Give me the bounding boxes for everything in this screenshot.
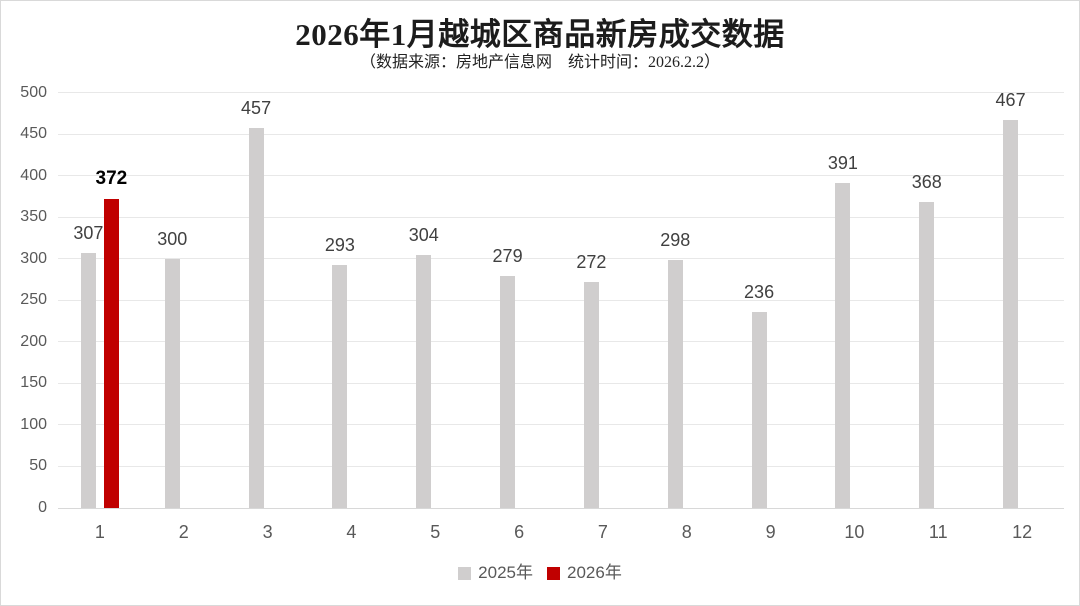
gridline-50: [58, 465, 1064, 467]
bar-value-label-2025-month-12: 467: [995, 89, 1026, 110]
legend: 2025年 2026年: [1, 563, 1079, 583]
y-tick-label-0: 0: [38, 499, 47, 516]
bar-value-label-2025-month-11: 368: [911, 172, 942, 193]
bar-value-label-2025-month-7: 272: [576, 251, 607, 272]
bar-value-label-2025-month-9: 236: [744, 281, 775, 302]
y-tick-label-500: 500: [20, 83, 47, 101]
bar-value-label-2025-month-6: 279: [492, 246, 523, 267]
y-tick-label-300: 300: [20, 249, 47, 267]
bar-2025-month-9: [751, 311, 767, 508]
bar-2025-month-1: [80, 252, 96, 508]
bar-2026-month-1: [103, 198, 119, 508]
x-tick-label-7: 7: [597, 522, 608, 542]
y-tick-label-150: 150: [20, 374, 47, 392]
gridline-200: [58, 341, 1064, 343]
bar-2025-month-11: [919, 202, 935, 508]
bar-2025-month-10: [835, 183, 851, 508]
legend-label-2026: 2026年: [567, 563, 622, 582]
bar-2025-month-3: [248, 128, 264, 508]
gridline-0: [58, 507, 1064, 509]
legend-label-2025: 2025年: [478, 563, 533, 582]
chart-subtitle: （数据来源：房地产信息网 统计时间：2026.2.2）: [359, 54, 720, 71]
bar-value-label-2026-month-1: 372: [95, 167, 128, 189]
x-tick-label-5: 5: [430, 522, 441, 542]
bar-2025-month-12: [1003, 119, 1019, 508]
bar-value-label-2025-month-2: 300: [157, 228, 188, 249]
x-tick-label-12: 12: [1012, 522, 1033, 542]
gridline-350: [58, 216, 1064, 218]
y-tick-label-50: 50: [29, 457, 47, 475]
legend-swatch-2026: [547, 566, 560, 580]
gridline-250: [58, 299, 1064, 301]
chart-title: 2026年1月越城区商品新房成交数据: [295, 17, 785, 52]
bar-2025-month-7: [583, 281, 599, 508]
legend-item-2026: 2026年: [547, 563, 622, 583]
x-tick-label-2: 2: [178, 522, 189, 542]
bar-2025-month-4: [332, 264, 348, 508]
y-tick-label-250: 250: [20, 291, 47, 309]
x-tick-label-11: 11: [928, 522, 948, 542]
gridline-100: [58, 424, 1064, 426]
bar-2025-month-8: [667, 260, 683, 508]
x-tick-label-1: 1: [94, 522, 105, 542]
y-tick-label-450: 450: [20, 125, 47, 143]
y-tick-label-200: 200: [20, 332, 47, 350]
gridline-450: [58, 133, 1064, 135]
bar-value-label-2025-month-3: 457: [241, 98, 272, 119]
bar-2025-month-2: [164, 258, 180, 508]
bar-value-label-2025-month-5: 304: [408, 225, 439, 246]
bar-2025-month-5: [416, 255, 432, 508]
gridline-400: [58, 175, 1064, 177]
x-tick-label-4: 4: [346, 522, 357, 542]
gridline-300: [58, 258, 1064, 260]
x-tick-label-6: 6: [514, 522, 525, 542]
x-tick-label-9: 9: [765, 522, 776, 542]
bar-value-label-2025-month-10: 391: [827, 153, 858, 174]
legend-item-2025: 2025年: [458, 563, 533, 583]
bar-value-label-2025-month-1: 307: [73, 222, 104, 243]
y-tick-label-350: 350: [20, 208, 47, 226]
y-tick-label-100: 100: [20, 415, 47, 433]
gridline-150: [58, 382, 1064, 384]
bar-value-label-2025-month-8: 298: [660, 230, 691, 251]
y-tick-label-400: 400: [20, 166, 47, 184]
bar-2025-month-6: [500, 276, 516, 508]
x-tick-label-3: 3: [262, 522, 273, 542]
x-tick-label-8: 8: [681, 522, 692, 542]
legend-swatch-2025: [458, 566, 472, 580]
bar-value-label-2025-month-4: 293: [324, 234, 355, 255]
gridline-500: [58, 92, 1064, 93]
x-tick-label-10: 10: [844, 522, 865, 542]
